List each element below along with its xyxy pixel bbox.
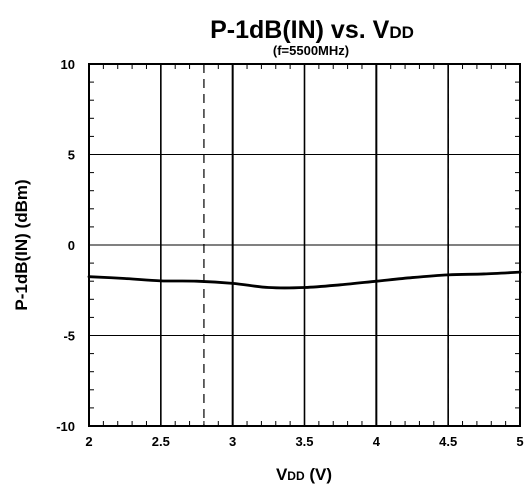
chart-title-main: P-1dB(IN) vs. V <box>210 16 390 44</box>
series-line-0 <box>87 270 522 290</box>
x-tick-label-3: 3.5 <box>295 434 313 449</box>
grid-layer <box>89 64 520 426</box>
x-tick-label-2: 3 <box>229 434 236 449</box>
x-axis-label-main: V <box>276 465 288 484</box>
y-tick-label-3: -5 <box>63 329 75 344</box>
minor-ticks <box>88 63 521 427</box>
x-tick-label-0: 2 <box>85 434 92 449</box>
y-tick-label-4: -10 <box>56 419 75 434</box>
reference-lines <box>203 64 449 426</box>
y-tick-label-1: 5 <box>68 148 75 163</box>
y-tick-label-0: 10 <box>61 57 75 72</box>
x-tick-label-5: 4.5 <box>439 434 457 449</box>
chart-subtitle: (f=5500MHz) <box>273 43 349 58</box>
y-tick-labels: 10 5 0 -5 -10 <box>56 57 75 434</box>
series-layer <box>87 270 522 290</box>
x-tick-labels: 2 2.5 3 3.5 4 4.5 5 <box>85 434 523 449</box>
x-tick-label-6: 5 <box>516 434 523 449</box>
x-tick-label-1: 2.5 <box>152 434 170 449</box>
x-tick-label-4: 4 <box>373 434 381 449</box>
y-tick-label-2: 0 <box>68 238 75 253</box>
chart-title-subscript: DD <box>389 23 414 42</box>
y-axis-label: P-1dB(IN) (dBm) <box>12 179 31 310</box>
x-axis-label-suffix: (V) <box>305 465 332 484</box>
chart-title: P-1dB(IN) vs. VDD <box>210 16 414 44</box>
x-axis-label-subscript: DD <box>287 469 305 483</box>
x-axis-label: VDD (V) <box>276 465 332 484</box>
